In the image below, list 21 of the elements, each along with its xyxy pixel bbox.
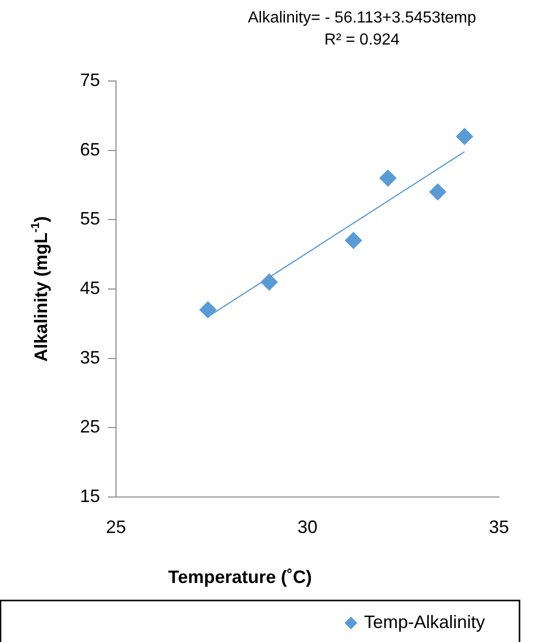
text: Alkalinity= - 56.113+3.5453temp: [248, 9, 476, 26]
x-tick-label: 35: [488, 516, 510, 537]
point: [456, 128, 474, 145]
x-tick-label: 25: [106, 516, 126, 537]
point: [429, 183, 446, 200]
y-tick-label: 45: [80, 278, 100, 298]
y-tick-label: 35: [80, 347, 100, 368]
point: [379, 170, 396, 187]
y-tick-label: 65: [80, 139, 100, 160]
y-tick-label: 25: [80, 416, 100, 437]
point: [199, 301, 216, 318]
y-tick-label: 75: [80, 70, 100, 90]
point: [260, 274, 278, 291]
legend-label: Temp-Alkalinity: [364, 612, 486, 632]
y-tick-label: 15: [80, 486, 100, 506]
y-tick-label: 55: [80, 208, 100, 229]
x-axis-title: Temperature (˚C): [168, 566, 312, 587]
y-axis-title: Alkalinity (mgL-1): [28, 216, 51, 362]
x-tick-label: 30: [297, 516, 318, 537]
point: [344, 232, 362, 249]
text: R² = 0.924: [324, 31, 400, 48]
